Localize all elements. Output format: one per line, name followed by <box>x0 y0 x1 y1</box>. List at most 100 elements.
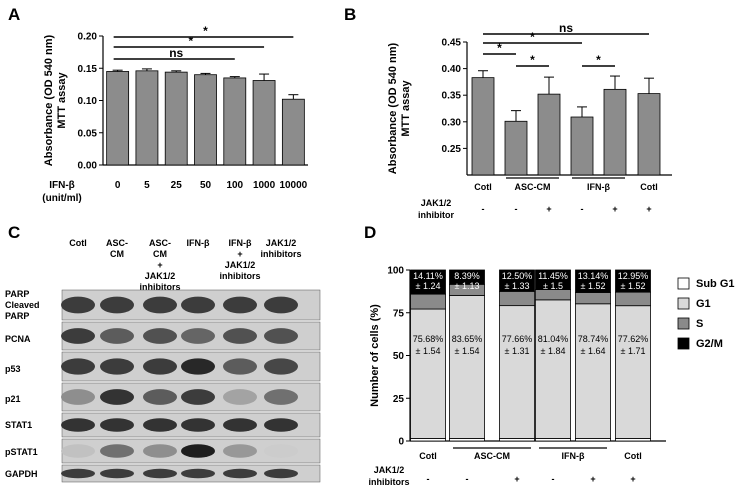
a-bar <box>194 74 217 166</box>
c-blot-band <box>181 468 215 479</box>
d-stack-segment <box>535 289 571 301</box>
c-row-label: PCNA <box>5 334 31 344</box>
d-stack-segment <box>449 269 485 285</box>
d-legend-label: G1 <box>696 298 711 310</box>
c-blot-band <box>264 296 298 314</box>
c-lane-header: JAK1/2 <box>266 238 297 248</box>
d-g1-label: 83.65% <box>452 334 483 344</box>
d-g1-label: 81.04% <box>538 334 569 344</box>
c-blot-band <box>264 418 298 432</box>
d-g2m-label: 12.95% <box>618 271 649 281</box>
c-blot-band <box>181 358 215 375</box>
c-blot-band <box>100 328 134 344</box>
a-y-tick-label: 0.15 <box>78 64 98 75</box>
d-g2m-label: 12.50% <box>502 271 533 281</box>
a-y-axis-label: Absorbance (OD 540 nm)MTT assay <box>43 34 68 166</box>
d-g1-label: ± 1.64 <box>581 346 606 356</box>
d-stack-segment <box>410 293 446 310</box>
c-blot-band <box>264 389 298 405</box>
d-g1-label: ± 1.54 <box>455 346 480 356</box>
c-blot-band <box>223 358 257 375</box>
c-row-label: p21 <box>5 394 21 404</box>
c-blot-band <box>143 418 177 432</box>
a-bar <box>223 77 247 166</box>
d-g1-label: ± 1.84 <box>541 346 566 356</box>
c-lane-header: inhibitors <box>261 249 302 259</box>
a-x-tick-label: 25 <box>171 180 183 191</box>
d-y-tick-label: 50 <box>393 351 405 362</box>
b-inhibitor-sign: - <box>581 204 584 214</box>
d-stack-segment <box>499 305 535 439</box>
a-bar <box>106 71 130 166</box>
d-g2m-label: ± 1.5 <box>543 281 563 291</box>
c-blot-band <box>223 444 257 458</box>
d-inhibitor-sign: + <box>590 474 595 484</box>
d-stack-segment <box>535 299 571 439</box>
a-y-axis-label-line: Absorbance (OD 540 nm) <box>43 34 55 166</box>
b-group-label: ASC-CM <box>515 182 551 192</box>
b-inhibitor-label: JAK1/2 <box>421 198 452 208</box>
a-significance-label: * <box>203 24 208 38</box>
d-inhibitor-label: inhibitors <box>369 477 410 487</box>
c-row-label: STAT1 <box>5 420 32 430</box>
d-stack-segment <box>535 269 571 290</box>
b-group-label: Cotl <box>474 182 492 192</box>
d-g2m-label: 13.14% <box>578 271 609 281</box>
c-blot-band <box>223 468 257 479</box>
d-g2m-label: 14.11% <box>413 271 443 281</box>
d-stack-segment <box>575 292 611 305</box>
d-stack-segment <box>615 305 651 439</box>
b-y-axis-label-line: MTT assay <box>400 79 412 136</box>
c-blot-band <box>100 444 134 458</box>
c-blot-band <box>100 358 134 375</box>
c-lane-header: + <box>237 249 242 259</box>
a-x-label-line: (unit/ml) <box>42 193 81 204</box>
c-blot-band <box>181 444 215 458</box>
d-legend-swatch <box>677 277 690 290</box>
c-lane-header: ASC- <box>106 238 128 248</box>
c-blot-band <box>143 468 177 479</box>
a-bar <box>135 70 159 166</box>
c-blot-band <box>181 328 215 344</box>
c-lane-header: IFN-β <box>229 238 252 248</box>
c-blot-band <box>61 328 95 344</box>
d-g2m-label: ± 1.33 <box>505 281 530 291</box>
c-lane-header: IFN-β <box>187 238 210 248</box>
d-legend-label: Sub G1 <box>696 278 735 290</box>
b-inhibitor-sign: + <box>612 204 617 214</box>
a-y-tick-label: 0.00 <box>78 161 98 172</box>
b-significance-label: * <box>596 53 601 67</box>
c-row-label: pSTAT1 <box>5 447 38 457</box>
c-blot-band <box>223 389 257 405</box>
d-y-tick-label: 100 <box>387 266 404 277</box>
d-g1-label: 75.68% <box>413 334 444 344</box>
d-inhibitor-sign: - <box>552 474 555 484</box>
c-blot-band <box>100 296 134 314</box>
c-lane-header: inhibitors <box>220 271 261 281</box>
d-inhibitor-sign: + <box>514 474 519 484</box>
d-group-label: Cotl <box>624 451 642 461</box>
a-bar <box>252 80 276 166</box>
c-blot-band <box>223 296 257 314</box>
d-g1-label: 78.74% <box>578 334 609 344</box>
a-x-tick-label: 50 <box>200 180 212 191</box>
d-stack-segment <box>575 303 611 439</box>
c-blot-band <box>100 468 134 479</box>
c-blot-band <box>100 389 134 405</box>
d-legend-label: G2/M <box>696 338 723 350</box>
d-inhibitor-sign: - <box>466 474 469 484</box>
c-blot-band <box>181 418 215 432</box>
b-inhibitor-sign: + <box>646 204 651 214</box>
b-significance-label: ns <box>559 21 573 35</box>
b-bar <box>471 77 495 176</box>
c-lane-header: CM <box>110 249 124 259</box>
b-bar <box>637 93 661 176</box>
c-blot-band <box>143 389 177 405</box>
b-y-tick-label: 0.30 <box>442 117 462 128</box>
d-stack-segment <box>499 290 535 307</box>
a-significance-label: * <box>189 34 194 48</box>
c-blot-band <box>61 444 95 458</box>
d-legend-label: S <box>696 318 703 330</box>
b-bar <box>537 93 561 176</box>
